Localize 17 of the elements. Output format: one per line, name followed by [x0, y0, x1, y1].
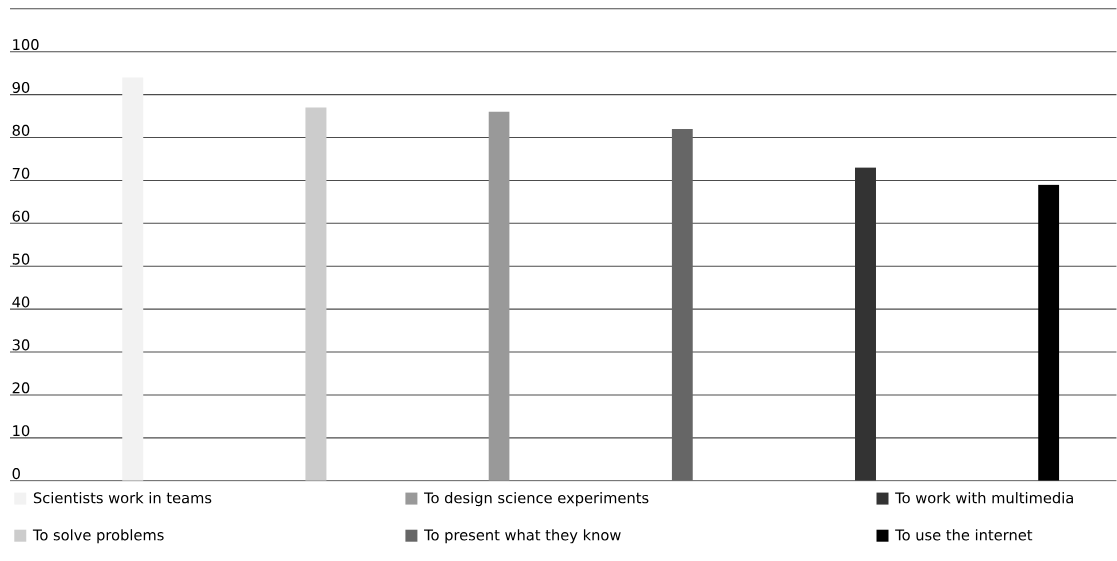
- y-tick-label: 40: [12, 296, 30, 308]
- y-tick-label: 50: [12, 253, 30, 265]
- legend-label: Scientists work in teams: [33, 492, 212, 504]
- y-tick-label: 100: [13, 39, 39, 51]
- legend-label: To solve problems: [32, 529, 164, 544]
- legend-label: To use the internet: [895, 529, 1033, 541]
- y-tick-label: 0: [12, 468, 20, 480]
- y-tick-label: 20: [12, 382, 30, 394]
- y-tick-label: 70: [12, 167, 30, 179]
- y-tick-label: 80: [12, 124, 30, 137]
- y-tick-label: 60: [12, 210, 30, 222]
- y-tick-label: 30: [12, 339, 30, 351]
- y-tick-label: 10: [13, 425, 30, 437]
- legend-label: To work with multimedia: [895, 492, 1073, 504]
- legend-label: To present what they know: [424, 529, 621, 544]
- legend-label: To design science experiments: [424, 492, 649, 507]
- y-tick-label: 90: [12, 82, 30, 94]
